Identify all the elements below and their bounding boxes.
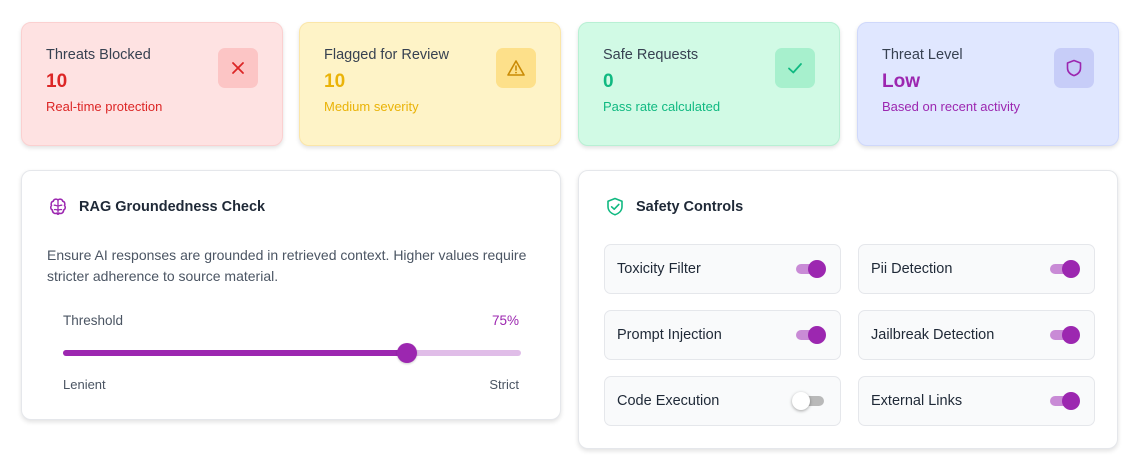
control-label: Jailbreak Detection [871,327,995,343]
toggle-knob [1062,326,1080,344]
threats-blocked-card: Threats Blocked 10 Real-time protection [21,22,283,146]
stat-subtitle: Based on recent activity [882,99,1021,114]
strict-label: Strict [489,377,519,392]
stat-subtitle: Medium severity [324,99,419,114]
threshold-slider[interactable] [63,343,521,363]
lenient-label: Lenient [63,377,106,392]
toggle-knob [808,260,826,278]
panel-header: Safety Controls [604,196,743,218]
toggle-knob [808,326,826,344]
stat-subtitle: Real-time protection [46,99,163,114]
shield-icon [1054,48,1094,88]
pii-detection-toggle[interactable] [1050,260,1080,278]
control-label: Toxicity Filter [617,261,701,277]
code-execution-toggle[interactable] [792,392,824,410]
toggle-knob [1062,392,1080,410]
stat-value: 0 [603,71,614,92]
slider-fill [63,350,407,356]
safe-requests-card: Safe Requests 0 Pass rate calculated [578,22,840,146]
stat-subtitle: Pass rate calculated [603,99,721,114]
rag-groundedness-panel: RAG Groundedness Check Ensure AI respons… [21,170,561,420]
control-jailbreak-detection: Jailbreak Detection [858,310,1095,360]
slider-thumb[interactable] [396,343,417,363]
panel-title: RAG Groundedness Check [79,199,266,215]
panel-header: RAG Groundedness Check [47,196,265,218]
toggle-knob [792,392,810,410]
control-label: External Links [871,393,963,409]
stat-title: Threats Blocked [46,47,151,63]
toxicity-filter-toggle[interactable] [796,260,826,278]
brain-icon [50,198,66,216]
stat-title: Safe Requests [603,47,699,63]
control-toxicity-filter: Toxicity Filter [604,244,841,294]
stat-title: Threat Level [882,47,963,63]
safety-controls-panel: Safety Controls Toxicity Filter Pii Dete… [578,170,1118,449]
stat-value: 10 [46,71,68,92]
flagged-for-review-card: Flagged for Review 10 Medium severity [299,22,561,146]
shield-check-icon [607,197,623,216]
threat-level-card: Threat Level Low Based on recent activit… [857,22,1119,146]
control-code-execution: Code Execution [604,376,841,426]
check-icon [775,48,815,88]
threshold-value: 75% [491,313,519,328]
stat-title: Flagged for Review [324,47,449,63]
prompt-injection-toggle[interactable] [796,326,826,344]
control-pii-detection: Pii Detection [858,244,1095,294]
control-prompt-injection: Prompt Injection [604,310,841,360]
panel-title: Safety Controls [636,199,744,215]
rag-description: Ensure AI responses are grounded in retr… [47,247,527,284]
control-label: Code Execution [617,393,720,409]
control-label: Prompt Injection [617,327,722,343]
threshold-label: Threshold [63,313,124,328]
warning-triangle-icon [496,48,536,88]
x-icon [218,48,258,88]
control-label: Pii Detection [871,261,953,277]
external-links-toggle[interactable] [1050,392,1080,410]
stat-value: 10 [324,71,346,92]
control-external-links: External Links [858,376,1095,426]
toggle-knob [1062,260,1080,278]
jailbreak-detection-toggle[interactable] [1050,326,1080,344]
stat-value: Low [882,71,920,92]
